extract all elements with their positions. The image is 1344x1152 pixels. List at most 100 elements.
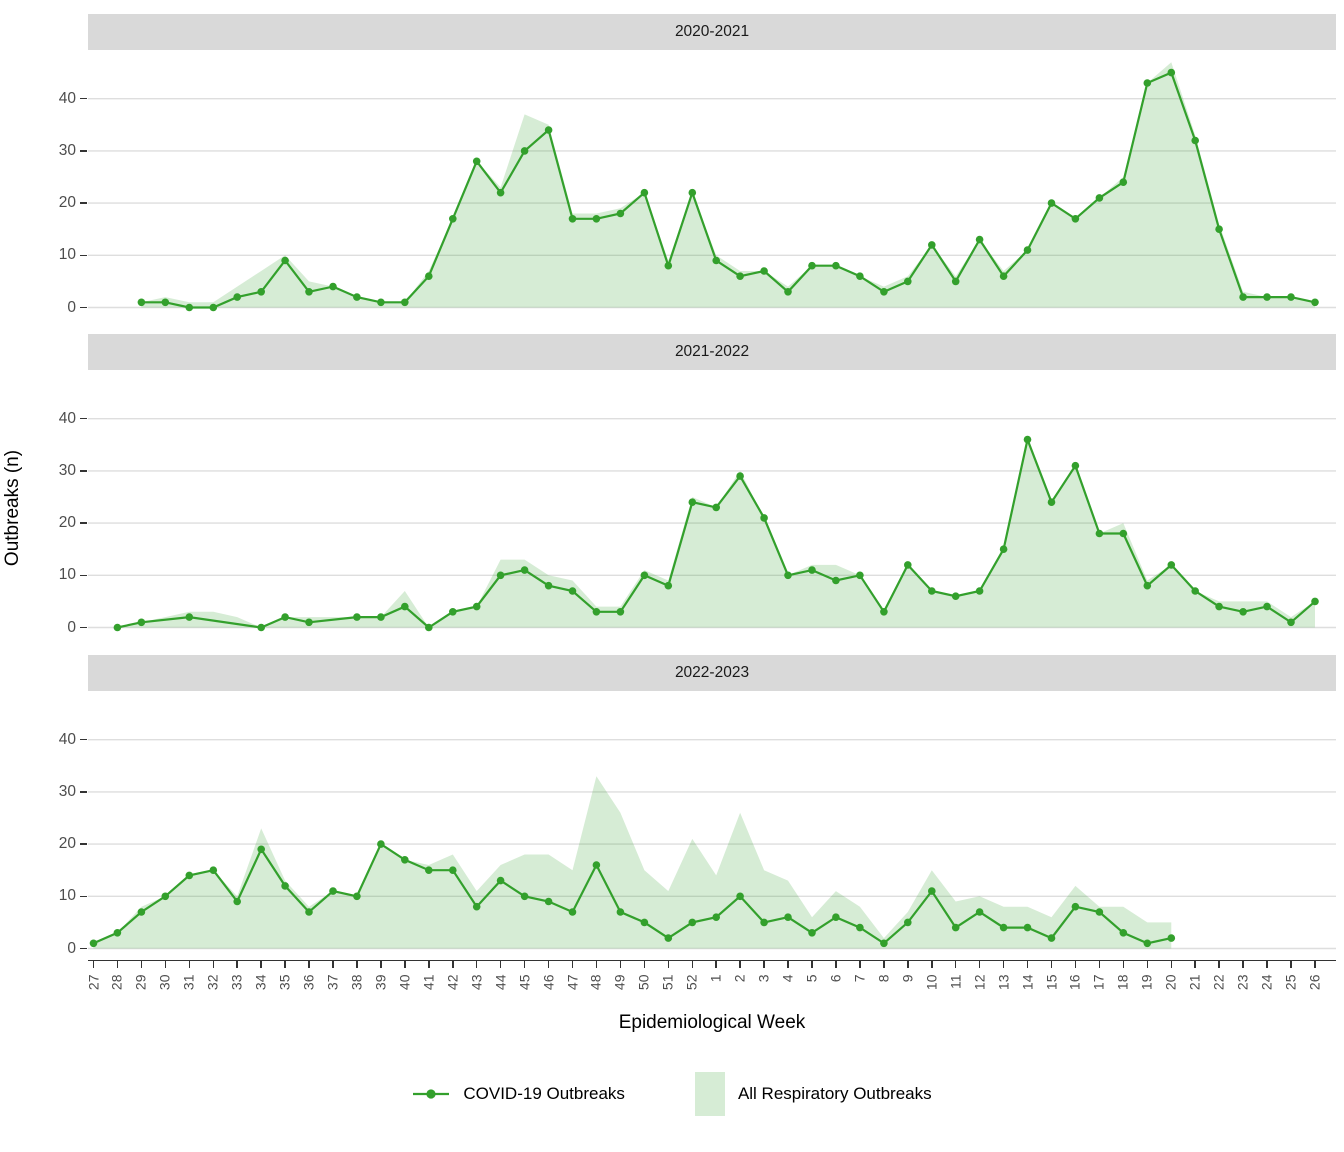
x-tick-label-37: 37 bbox=[324, 974, 341, 990]
covid-point-week-3 bbox=[760, 918, 768, 927]
covid-point-week-20 bbox=[1167, 561, 1176, 569]
covid-point-week-33 bbox=[233, 897, 241, 906]
covid-point-week-13 bbox=[999, 545, 1008, 553]
y-tick-mark bbox=[80, 626, 87, 629]
facet-panel-2022-2023 bbox=[88, 691, 1336, 961]
x-tick-mark-48 bbox=[595, 961, 598, 968]
covid-point-week-16 bbox=[1071, 461, 1080, 470]
x-tick-mark-42 bbox=[452, 961, 454, 968]
x-tick-label-50: 50 bbox=[635, 974, 652, 990]
covid-point-week-37 bbox=[329, 282, 337, 291]
y-axis-title: Outbreaks (n) bbox=[2, 449, 23, 567]
covid-point-week-38 bbox=[353, 613, 361, 621]
x-tick-label-4: 4 bbox=[779, 974, 796, 982]
y-tick-mark bbox=[80, 202, 87, 204]
covid-point-week-30 bbox=[161, 892, 170, 901]
covid-point-week-48 bbox=[592, 215, 601, 223]
covid-point-week-51 bbox=[664, 934, 673, 942]
covid-point-week-40 bbox=[401, 298, 409, 307]
x-tick-label-16: 16 bbox=[1066, 974, 1083, 990]
covid-point-week-9 bbox=[904, 277, 912, 286]
covid-point-week-41 bbox=[425, 623, 433, 632]
x-tick-mark-51 bbox=[667, 961, 670, 968]
covid-point-week-8 bbox=[880, 939, 888, 948]
x-tick-mark-6 bbox=[835, 961, 837, 968]
covid-point-week-47 bbox=[568, 587, 577, 595]
covid-point-week-10 bbox=[928, 241, 936, 249]
x-axis-title: Epidemiological Week bbox=[618, 1012, 806, 1033]
covid-point-week-5 bbox=[808, 929, 816, 937]
covid-line bbox=[93, 842, 1172, 945]
x-tick-mark-1 bbox=[715, 961, 717, 968]
legend-item-respiratory: All Respiratory Outbreaks bbox=[694, 1072, 932, 1116]
covid-point-week-25 bbox=[1287, 293, 1295, 301]
covid-point-week-6 bbox=[832, 261, 840, 270]
covid-point-week-43 bbox=[472, 902, 481, 911]
x-tick-mark-49 bbox=[619, 961, 622, 968]
y-tick-label-2022-2023-10: 10 bbox=[58, 887, 76, 905]
covid-point-week-3 bbox=[760, 514, 768, 522]
covid-point-week-28 bbox=[113, 623, 122, 632]
covid-point-week-29 bbox=[137, 618, 146, 627]
covid-point-week-21 bbox=[1191, 136, 1199, 145]
x-tick-label-29: 29 bbox=[132, 974, 149, 990]
respiratory-area bbox=[141, 62, 1315, 308]
y-tick-label-2020-2021-20: 20 bbox=[58, 194, 76, 212]
x-tick-mark-18 bbox=[1122, 961, 1125, 968]
facet-panel-2020-2021 bbox=[88, 50, 1336, 320]
covid-point-week-34 bbox=[257, 623, 265, 632]
covid-point-week-39 bbox=[377, 298, 385, 307]
covid-point-week-51 bbox=[664, 581, 673, 590]
covid-point-week-50 bbox=[640, 918, 649, 927]
covid-point-week-17 bbox=[1095, 529, 1104, 538]
covid-point-week-15 bbox=[1047, 498, 1056, 506]
covid-point-week-44 bbox=[496, 571, 505, 580]
x-tick-label-35: 35 bbox=[276, 974, 293, 990]
covid-point-week-31 bbox=[185, 613, 194, 621]
covid-point-week-31 bbox=[185, 303, 194, 312]
x-tick-label-33: 33 bbox=[228, 974, 245, 990]
x-tick-label-47: 47 bbox=[564, 974, 580, 990]
covid-point-week-13 bbox=[999, 923, 1008, 932]
x-tick-label-8: 8 bbox=[875, 974, 892, 982]
respiratory-area-swatch bbox=[694, 1072, 725, 1116]
x-tick-mark-46 bbox=[547, 961, 550, 968]
y-tick-mark bbox=[80, 150, 87, 152]
x-tick-mark-21 bbox=[1194, 961, 1196, 968]
covid-point-week-36 bbox=[305, 908, 313, 916]
x-tick-mark-8 bbox=[883, 961, 885, 968]
y-tick-label-2022-2023-40: 40 bbox=[58, 730, 76, 748]
x-tick-label-14: 14 bbox=[1019, 974, 1036, 990]
y-tick-mark bbox=[80, 97, 87, 100]
x-tick-mark-34 bbox=[260, 961, 262, 968]
x-tick-mark-10 bbox=[931, 961, 933, 968]
covid-point-week-14 bbox=[1023, 923, 1032, 932]
covid-point-week-42 bbox=[449, 608, 457, 616]
covid-point-week-30 bbox=[161, 298, 170, 307]
x-tick-mark-32 bbox=[212, 961, 214, 968]
x-tick-mark-36 bbox=[308, 961, 310, 968]
covid-point-week-13 bbox=[999, 272, 1008, 280]
covid-point-week-32 bbox=[209, 303, 218, 312]
covid-point-week-49 bbox=[616, 908, 625, 916]
x-tick-mark-47 bbox=[571, 961, 574, 968]
x-tick-mark-23 bbox=[1242, 961, 1244, 968]
x-tick-mark-13 bbox=[1002, 961, 1005, 968]
y-tick-mark bbox=[80, 791, 87, 793]
x-tick-label-20: 20 bbox=[1162, 974, 1179, 990]
covid-point-week-50 bbox=[640, 571, 649, 580]
x-tick-mark-52 bbox=[691, 961, 693, 968]
covid-point-week-1 bbox=[712, 256, 720, 265]
covid-point-week-42 bbox=[449, 866, 457, 874]
x-tick-mark-37 bbox=[332, 961, 334, 968]
covid-point-week-46 bbox=[544, 126, 553, 134]
covid-point-week-45 bbox=[520, 566, 529, 574]
covid-point-week-39 bbox=[377, 840, 385, 848]
covid-point-week-2 bbox=[736, 892, 744, 901]
x-tick-label-1: 1 bbox=[707, 974, 724, 982]
covid-point-week-20 bbox=[1167, 934, 1176, 942]
covid-point-week-37 bbox=[329, 887, 337, 895]
covid-point-week-48 bbox=[592, 608, 601, 616]
facet-strip-label: 2021-2022 bbox=[674, 343, 750, 360]
covid-point-week-23 bbox=[1239, 293, 1247, 301]
